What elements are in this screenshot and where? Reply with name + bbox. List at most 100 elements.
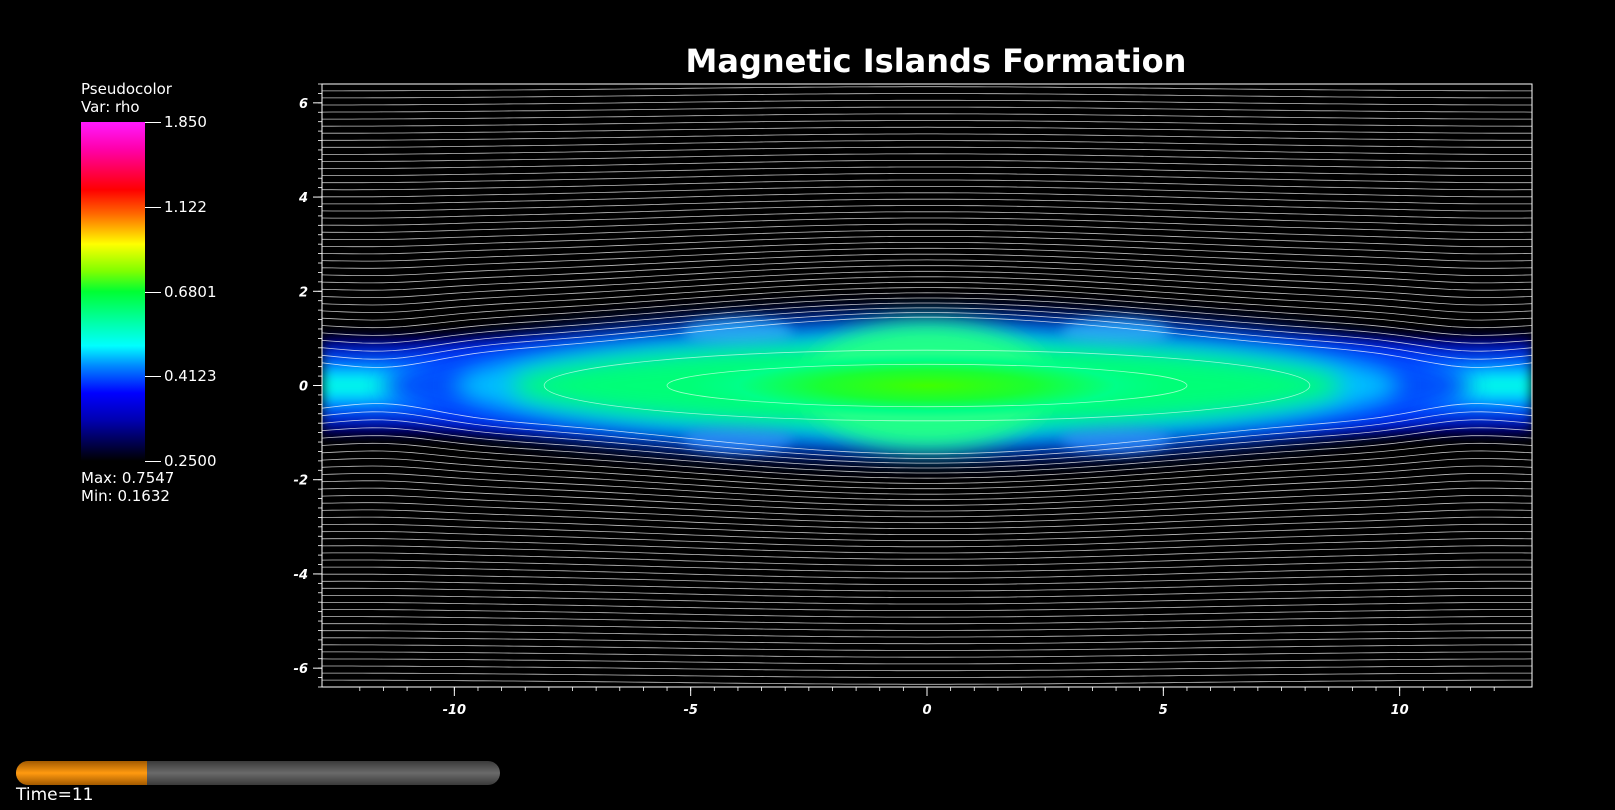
field-line [322, 223, 1532, 240]
field-line [322, 302, 1532, 344]
legend-min-value: 0.1632 [117, 487, 170, 505]
x-tick-label: 10 [1391, 703, 1409, 718]
field-line [322, 516, 1532, 535]
field-line [322, 595, 1532, 605]
field-line [322, 587, 1532, 598]
colorbar-tick-label: 1.122 [164, 197, 207, 216]
field-line [322, 297, 1532, 336]
field-line [322, 146, 1532, 155]
field-line [322, 312, 1532, 360]
y-tick-label: 2 [299, 285, 308, 300]
field-line [322, 480, 1532, 506]
field-line [322, 192, 1532, 205]
field-line [322, 427, 1532, 469]
field-line [322, 173, 1532, 184]
field-line [322, 523, 1532, 542]
field-line [322, 630, 1532, 638]
field-line [322, 487, 1532, 512]
field-line [322, 472, 1532, 501]
x-tick-label: -5 [683, 703, 697, 718]
field-line [322, 276, 1532, 306]
x-tick-label: 0 [922, 703, 931, 718]
field-line [322, 602, 1532, 611]
field-line [322, 217, 1532, 233]
colorbar-tick-label: 0.2500 [164, 452, 217, 470]
field-line [322, 411, 1532, 459]
field-line [322, 281, 1532, 313]
field-line [322, 133, 1532, 141]
field-line [322, 292, 1532, 329]
field-line [322, 316, 1532, 368]
field-line [322, 658, 1532, 665]
field-line [322, 160, 1532, 169]
field-line [322, 211, 1532, 226]
time-slider[interactable] [16, 761, 500, 785]
colorbar [81, 122, 145, 461]
field-line [322, 665, 1532, 672]
field-line [322, 545, 1532, 560]
colorbar-tick [145, 206, 161, 208]
field-line [322, 247, 1532, 269]
field-line [322, 458, 1532, 490]
field-line [322, 106, 1532, 113]
field-line [322, 236, 1532, 255]
field-line [322, 259, 1532, 284]
y-tick-label: -2 [294, 474, 308, 489]
field-line [322, 419, 1532, 464]
field-line [322, 265, 1532, 291]
colorbar-tick-label: 0.6801 [164, 282, 217, 301]
chart-title: Magnetic Islands Formation [685, 42, 1187, 80]
field-line [322, 287, 1532, 321]
axes: -6 -4 -2 0 2 4 6 -10 -5 0 5 10 [294, 83, 1533, 718]
colorbar-tick-label: 0.4123 [164, 367, 217, 386]
field-line [322, 442, 1532, 479]
x-tick-label: -10 [443, 703, 467, 718]
legend-min: Min: 0.1632 [81, 487, 174, 505]
x-tick-label: 5 [1159, 703, 1168, 718]
y-tick-label: 0 [299, 380, 308, 395]
y-tick-label: 6 [299, 97, 308, 112]
field-line [322, 253, 1532, 276]
time-slider-fill [16, 761, 147, 785]
density-field [322, 314, 1532, 457]
legend-plot-type: Pseudocolor [81, 80, 172, 98]
island-contour [543, 349, 1311, 422]
time-label: Time=11 [16, 785, 94, 805]
field-line [322, 552, 1532, 566]
field-line [322, 403, 1532, 455]
field-line [322, 672, 1532, 678]
field-line [322, 229, 1532, 248]
field-line [322, 153, 1532, 162]
field-line [322, 450, 1532, 484]
legend-max-label: Max: [81, 469, 118, 487]
field-line [322, 651, 1532, 658]
legend-stats: Max: 0.7547 Min: 0.1632 [81, 469, 174, 505]
field-line [322, 205, 1532, 219]
field-line [322, 538, 1532, 554]
y-tick-label: 4 [298, 191, 308, 206]
field-line [322, 186, 1532, 198]
colorbar-tick [145, 461, 161, 462]
legend-min-label: Min: [81, 487, 113, 505]
legend-header: Pseudocolor Var: rho [81, 80, 172, 116]
field-line [322, 580, 1532, 592]
colorbar-tick-label: 1.850 [164, 113, 207, 131]
field-line [322, 140, 1532, 148]
colorbar-tick [145, 122, 161, 123]
legend-max: Max: 0.7547 [81, 469, 174, 487]
field-line [322, 531, 1532, 548]
field-line [322, 270, 1532, 299]
field-line [322, 86, 1532, 92]
field-line [322, 435, 1532, 474]
field-line [322, 465, 1532, 495]
island-contour [666, 363, 1188, 408]
field-line [322, 120, 1532, 127]
field-line [322, 623, 1532, 631]
colorbar-tick [145, 376, 161, 378]
field-line [322, 559, 1532, 573]
field-line [322, 198, 1532, 212]
field-line [322, 307, 1532, 352]
field-line [322, 179, 1532, 191]
field-line [322, 113, 1532, 120]
